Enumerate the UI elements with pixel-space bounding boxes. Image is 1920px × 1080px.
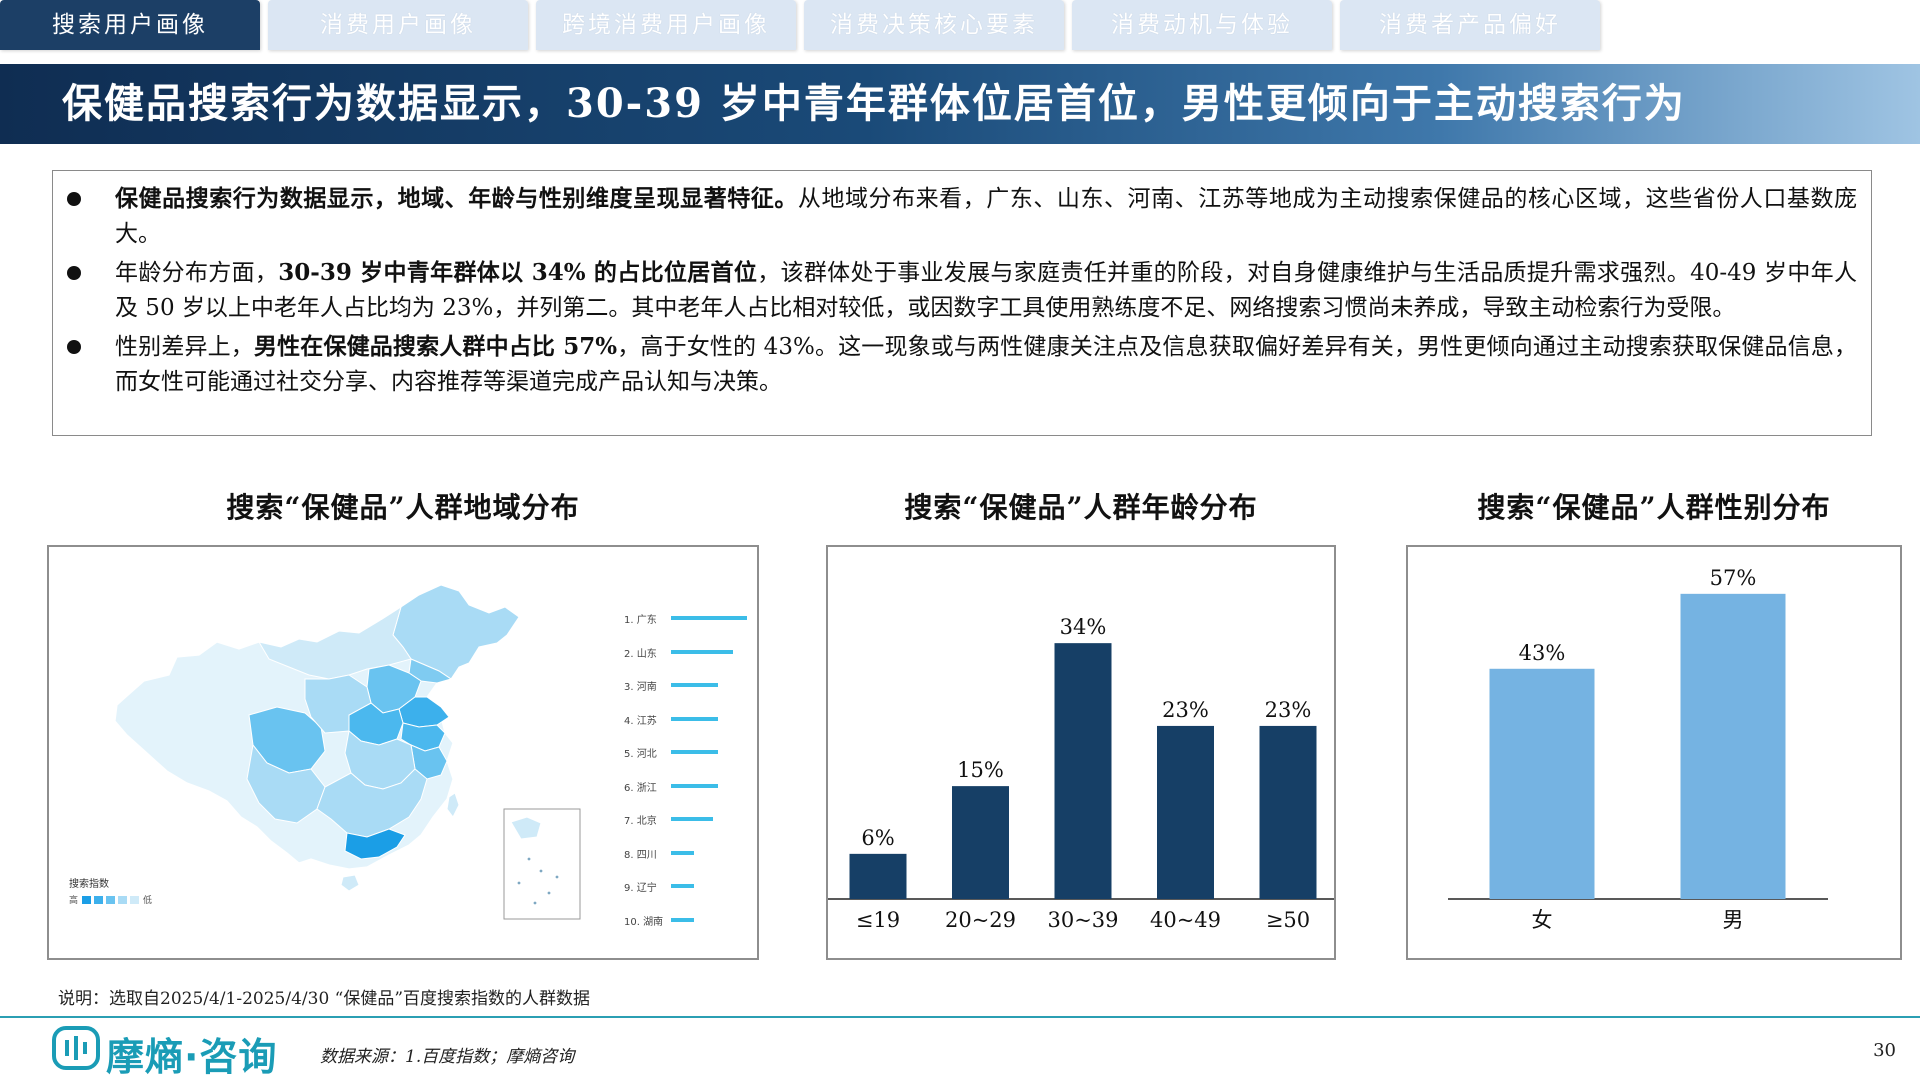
age-chart-panel: 6% ≤19 15% 20~29 34% 30~39 23% 40~49 23% ≥50 [826, 545, 1336, 960]
bullet-dot-icon [67, 340, 81, 354]
region-taiwan [446, 792, 460, 818]
bullet-text: 年龄分布方面， [115, 260, 279, 286]
ranking-bar [671, 716, 718, 721]
tab-search-user-profile[interactable]: 搜索用户画像 [0, 0, 260, 50]
bullet-bold-text: 保健品搜索行为数据显示，地域、年龄与性别维度呈现显著特征。 [115, 185, 798, 212]
category-tick-label: 40~49 [1150, 908, 1221, 932]
bar-value-label: 57% [1710, 566, 1757, 590]
ranking-label: 9. 辽宁 [624, 883, 657, 894]
bullet-dot-icon [67, 266, 81, 280]
legend-swatch-1 [82, 896, 91, 904]
ranking-bar [671, 783, 718, 788]
legend-swatch-3 [106, 896, 115, 904]
map-legend-high: 高 [69, 894, 78, 906]
data-source: 数据来源：1.百度指数；摩熵咨询 [320, 1047, 575, 1067]
bullet-text: ，高于女性的 43%。这一现象或与两性健康关注点及信息获取偏好差异有关，男性更倾… [115, 334, 1858, 395]
ranking-bar [671, 817, 713, 821]
ranking-label: 1. 广东 [624, 615, 657, 626]
ranking-bar [671, 649, 733, 654]
ranking-label: 6. 浙江 [624, 782, 657, 794]
bullet-text: 性别差异上， [115, 334, 254, 360]
footer-divider [0, 1016, 1920, 1018]
title-banner: 保健品搜索行为数据显示，30-39 岁中青年群体位居首位，男性更倾向于主动搜索行… [0, 64, 1920, 144]
bar-value-label: 23% [1162, 698, 1209, 722]
category-tick-label: 男 [1723, 908, 1744, 932]
ranking-label: 8. 四川 [624, 849, 657, 861]
region-south [316, 768, 428, 838]
page-number: 30 [1873, 1040, 1896, 1061]
age-chart-title: 搜索“保健品”人群年龄分布 [904, 491, 1258, 524]
category-tick-label: ≤19 [856, 908, 900, 932]
gender-chart-title: 搜索“保健品”人群性别分布 [1477, 491, 1831, 524]
bullet-bold-text: 30-39 岁中青年群体以 34% 的占比位居首位 [278, 259, 758, 286]
ranking-bar [671, 750, 718, 754]
map-chart-title: 搜索“保健品”人群地域分布 [226, 491, 580, 524]
ranking-label: 4. 江苏 [624, 715, 657, 727]
china-map: 搜索指数 高 低 [69, 584, 581, 920]
category-tick-label: ≥50 [1266, 908, 1310, 932]
ranking-label: 10. 湖南 [624, 916, 664, 928]
category-tick-label: 30~39 [1047, 908, 1118, 932]
bullet-text: ，该群体处于事业发展与家庭责任并重的阶段，对自身健康维护与生活品质提升需求强烈。… [115, 260, 1858, 321]
category-tick-label: 20~29 [945, 908, 1016, 932]
map-legend-low: 低 [143, 894, 152, 906]
bar-value-label: 6% [861, 826, 894, 850]
ranking-label: 3. 河南 [624, 682, 657, 693]
bullet-bold-text: 男性在保健品搜索人群中占比 57% [253, 333, 618, 360]
tab-decision-factors[interactable]: 消费决策核心要素 [804, 0, 1064, 50]
summary-bullet-region: 保健品搜索行为数据显示，地域、年龄与性别维度呈现显著特征。从地域分布来看，广东、… [67, 181, 1858, 252]
ranking-label: 5. 河北 [624, 749, 657, 760]
region-inner-mongolia [257, 605, 412, 680]
gender-chart-panel: 43% 女 57% 男 [1406, 545, 1902, 960]
bar-value-label: 43% [1519, 641, 1566, 665]
page-title: 保健品搜索行为数据显示，30-39 岁中青年群体位居首位，男性更倾向于主动搜索行… [62, 80, 1686, 127]
bar-2 [1054, 643, 1112, 899]
summary-bullet-age: 年龄分布方面，30-39 岁中青年群体以 34% 的占比位居首位，该群体处于事业… [67, 255, 1858, 326]
logo-icon [52, 1026, 100, 1070]
gender-bar-chart: 43% 女 57% 男 [1448, 566, 1828, 932]
summary-box: 保健品搜索行为数据显示，地域、年龄与性别维度呈现显著特征。从地域分布来看，广东、… [52, 170, 1872, 436]
bullet-text: 从地域分布来看，广东、山东、河南、江苏等地成为主动搜索保健品的核心区域，这些省份… [115, 186, 1858, 247]
region-guangdong [344, 828, 406, 860]
tab-motivation-experience[interactable]: 消费动机与体验 [1072, 0, 1332, 50]
tab-bar: 搜索用户画像 消费用户画像 跨境消费用户画像 消费决策核心要素 消费动机与体验 … [0, 0, 1920, 52]
ranking-bar [671, 683, 718, 687]
data-note: 说明：选取自2025/4/1-2025/4/30 “保健品”百度搜索指数的人群数… [58, 989, 591, 1009]
bar-3 [1157, 725, 1214, 899]
ranking-bar [671, 917, 694, 922]
region-hainan [340, 874, 360, 892]
bar-1 [952, 786, 1009, 899]
bar-0 [1489, 668, 1595, 899]
map-panel: 搜索指数 高 低 1. 广东 2. 山东 3. 河南 4. 江苏 5. 河北 6. 浙江 7… [47, 545, 759, 960]
bar-value-label: 23% [1265, 698, 1312, 722]
ranking-bar [671, 616, 747, 620]
bar-1 [1680, 593, 1786, 899]
ranking-label: 2. 山东 [624, 648, 657, 660]
tab-consumer-profile[interactable]: 消费用户画像 [268, 0, 528, 50]
brand-logo-text: 摩熵·咨询 [106, 1035, 278, 1079]
tab-cross-border-profile[interactable]: 跨境消费用户画像 [536, 0, 796, 50]
legend-swatch-5 [130, 896, 139, 904]
ranking-bar [671, 884, 694, 888]
tab-product-preference[interactable]: 消费者产品偏好 [1340, 0, 1600, 50]
map-legend-title: 搜索指数 [69, 877, 109, 890]
category-tick-label: 女 [1532, 908, 1553, 932]
ranking-label: 7. 北京 [624, 816, 657, 827]
summary-bullet-gender: 性别差异上，男性在保健品搜索人群中占比 57%，高于女性的 43%。这一现象或与… [67, 329, 1858, 400]
bar-value-label: 34% [1060, 615, 1107, 639]
bar-0 [849, 853, 907, 899]
ranking-bar [671, 850, 694, 855]
bar-4 [1259, 725, 1317, 899]
legend-swatch-4 [118, 896, 127, 904]
bar-value-label: 15% [957, 758, 1004, 782]
region-shaanxi [304, 674, 372, 734]
legend-swatch-2 [94, 896, 103, 904]
age-bar-chart: 6% ≤19 15% 20~29 34% 30~39 23% 40~49 23% ≥50 [828, 615, 1334, 932]
bullet-dot-icon [67, 192, 81, 206]
